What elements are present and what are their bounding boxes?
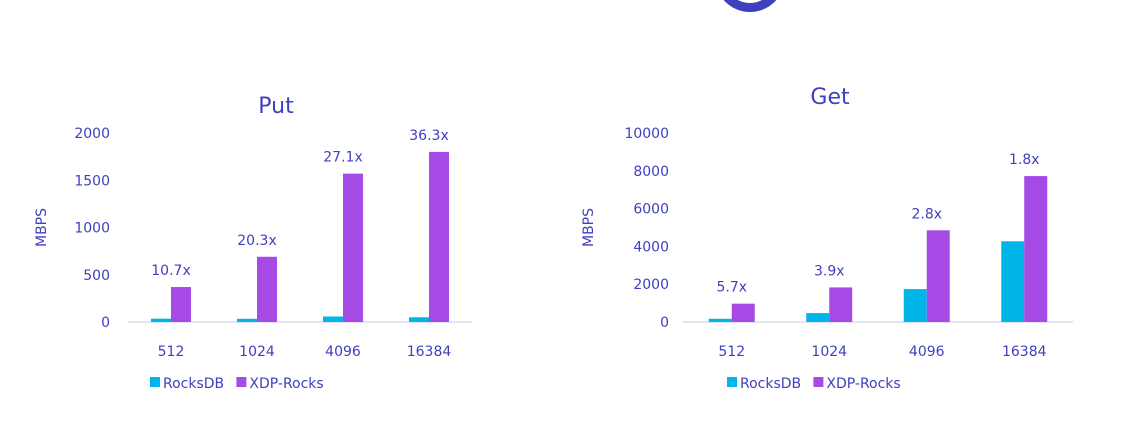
bar-rocksdb bbox=[237, 318, 257, 322]
x-tick-label: 1024 bbox=[811, 344, 847, 360]
bar-rocksdb bbox=[903, 289, 927, 322]
y-axis-label: MBPS bbox=[34, 208, 50, 247]
y-tick-label: 8000 bbox=[633, 164, 669, 180]
y-axis-label: MBPS bbox=[581, 208, 597, 247]
x-tick-label: 1024 bbox=[239, 344, 275, 360]
y-tick-label: 6000 bbox=[633, 202, 669, 218]
legend-swatch bbox=[236, 377, 247, 387]
bar-xdp-rocks bbox=[429, 151, 449, 322]
data-label: 3.9x bbox=[814, 263, 845, 279]
bar-xdp-rocks bbox=[731, 303, 755, 322]
data-label: 27.1x bbox=[323, 150, 362, 166]
y-tick-label: 0 bbox=[660, 315, 669, 331]
x-tick-label: 4096 bbox=[909, 344, 945, 360]
chart-0: Put MBPS 0 500 1000 1500 2000 512 10.7x 1024 20.3x… bbox=[34, 94, 472, 392]
data-label: 2.8x bbox=[911, 206, 942, 222]
chart-1: Get MBPS 0 2000 4000 6000 8000 10000 512 5.7x 1024… bbox=[581, 85, 1073, 392]
y-tick-label: 0 bbox=[101, 315, 110, 331]
legend-label: RocksDB bbox=[740, 376, 801, 392]
legend-swatch bbox=[150, 377, 160, 387]
bar-xdp-rocks bbox=[1024, 176, 1048, 322]
data-label: 1.8x bbox=[1009, 152, 1040, 168]
bar-xdp-rocks bbox=[257, 256, 277, 322]
bar-rocksdb bbox=[708, 318, 732, 322]
x-tick-label: 16384 bbox=[407, 344, 452, 360]
chart-title: Get bbox=[810, 85, 850, 110]
bar-rocksdb bbox=[323, 316, 343, 322]
data-label: 36.3x bbox=[409, 128, 448, 144]
x-tick-label: 512 bbox=[158, 344, 185, 360]
y-tick-label: 2000 bbox=[74, 126, 110, 142]
bar-rocksdb bbox=[151, 318, 171, 322]
y-tick-label: 2000 bbox=[633, 277, 669, 293]
data-label: 5.7x bbox=[716, 280, 747, 296]
x-tick-label: 4096 bbox=[325, 344, 361, 360]
y-tick-label: 1500 bbox=[74, 173, 110, 189]
chart-title: Put bbox=[258, 94, 294, 119]
bar-xdp-rocks bbox=[171, 287, 191, 322]
bar-rocksdb bbox=[409, 317, 429, 322]
y-tick-label: 1000 bbox=[74, 221, 110, 237]
legend-label: RocksDB bbox=[163, 376, 224, 392]
bar-xdp-rocks bbox=[926, 230, 950, 322]
legend-label: XDP-Rocks bbox=[249, 376, 323, 392]
x-tick-label: 512 bbox=[718, 344, 745, 360]
bar-rocksdb bbox=[806, 313, 830, 322]
bar-xdp-rocks bbox=[343, 173, 363, 322]
bar-xdp-rocks bbox=[829, 287, 853, 322]
data-label: 10.7x bbox=[151, 263, 190, 279]
legend-label: XDP-Rocks bbox=[826, 376, 900, 392]
y-tick-label: 500 bbox=[83, 268, 110, 284]
bar-rocksdb bbox=[1001, 241, 1025, 322]
legend-swatch bbox=[727, 377, 737, 387]
y-tick-label: 10000 bbox=[624, 126, 669, 142]
legend-swatch bbox=[813, 377, 824, 387]
y-tick-label: 4000 bbox=[633, 239, 669, 255]
x-tick-label: 16384 bbox=[1002, 344, 1047, 360]
data-label: 20.3x bbox=[237, 233, 276, 249]
